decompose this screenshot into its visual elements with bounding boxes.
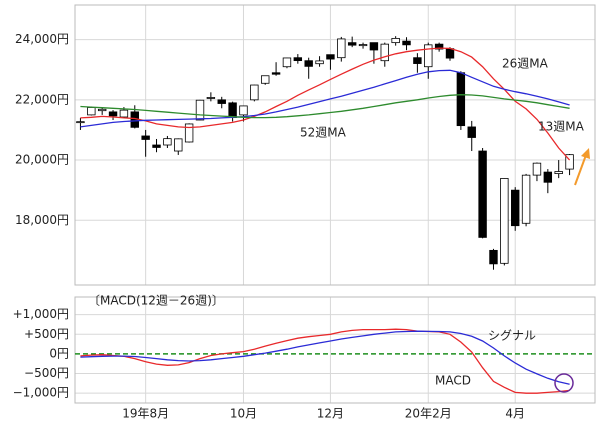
y-tick-label: 22,000円 — [15, 92, 69, 106]
highlight-circle — [554, 373, 574, 393]
y-tick-label: 20,000円 — [15, 153, 69, 167]
y-tick-label: 18,000円 — [15, 213, 69, 227]
candle-body — [174, 138, 183, 152]
candle-body — [554, 171, 563, 175]
x-tick-label: 12月 — [317, 407, 344, 421]
y-tick-label: −1,000円 — [13, 386, 69, 400]
x-tick-label: 10月 — [230, 407, 257, 421]
series-label: 13週MA — [538, 120, 585, 134]
candle-body — [239, 105, 248, 116]
y-tick-label: 24,000円 — [15, 32, 69, 46]
x-tick-label: 20年2月 — [405, 407, 452, 421]
candle-body — [250, 84, 259, 101]
line — [80, 94, 570, 119]
candle-body — [369, 42, 379, 51]
series-label: MACD — [435, 374, 471, 388]
candle-body — [282, 57, 292, 68]
series-label: 52週MA — [300, 126, 347, 140]
x-tick-label: 4月 — [505, 407, 525, 421]
candle-body — [478, 150, 487, 238]
candle-body — [315, 60, 324, 65]
candle-body — [217, 99, 226, 104]
line — [80, 328, 570, 394]
candle-body — [293, 57, 303, 62]
candle-body — [261, 75, 270, 84]
candle-body — [108, 111, 118, 117]
arrow — [574, 154, 587, 186]
candle-body — [456, 72, 466, 127]
series-label: 26週MA — [502, 57, 549, 71]
macd-title: 〔MACD(12週－26週)〕 — [88, 294, 224, 308]
macd-frame — [74, 296, 596, 404]
candle-body — [271, 72, 281, 75]
y-tick-label: 0円 — [49, 346, 69, 360]
y-tick-label: −500円 — [24, 366, 69, 380]
line — [80, 69, 570, 128]
candle-body — [391, 37, 400, 44]
series-label: シグナル — [488, 329, 536, 343]
candle-body — [152, 144, 161, 148]
line — [80, 47, 571, 161]
candle-body — [543, 171, 553, 183]
arrow-head — [581, 148, 590, 159]
line — [80, 330, 570, 385]
main-frame — [74, 4, 596, 286]
candle-body — [195, 99, 205, 121]
candle-body — [489, 249, 498, 265]
candle-body — [380, 43, 389, 62]
candle-body — [521, 174, 531, 224]
candle-body — [467, 126, 476, 138]
candle-body — [141, 135, 150, 140]
candle-body — [163, 138, 172, 146]
candle-body — [434, 43, 444, 50]
candle-body — [358, 44, 368, 47]
x-tick-label: 19年8月 — [122, 407, 169, 421]
candle-body — [326, 54, 335, 60]
candle-body — [304, 60, 313, 67]
candle-body — [532, 162, 542, 176]
y-tick-label: +1,000円 — [13, 307, 69, 321]
candle-body — [97, 108, 107, 112]
candle-body — [413, 57, 422, 64]
y-tick-label: +500円 — [24, 327, 69, 341]
candle-body — [402, 40, 411, 46]
candle-body — [445, 48, 455, 59]
candle-body — [511, 189, 520, 227]
candle-body — [87, 107, 96, 116]
candle-body — [347, 42, 357, 46]
candle-body — [337, 38, 346, 59]
candle-body — [76, 121, 85, 124]
candle-body — [500, 178, 509, 264]
candle-body — [206, 97, 216, 99]
candle-body — [424, 44, 433, 68]
candle-body — [184, 123, 194, 143]
candle-body — [565, 154, 574, 170]
candle-body — [119, 109, 129, 118]
candle-body — [228, 102, 237, 119]
